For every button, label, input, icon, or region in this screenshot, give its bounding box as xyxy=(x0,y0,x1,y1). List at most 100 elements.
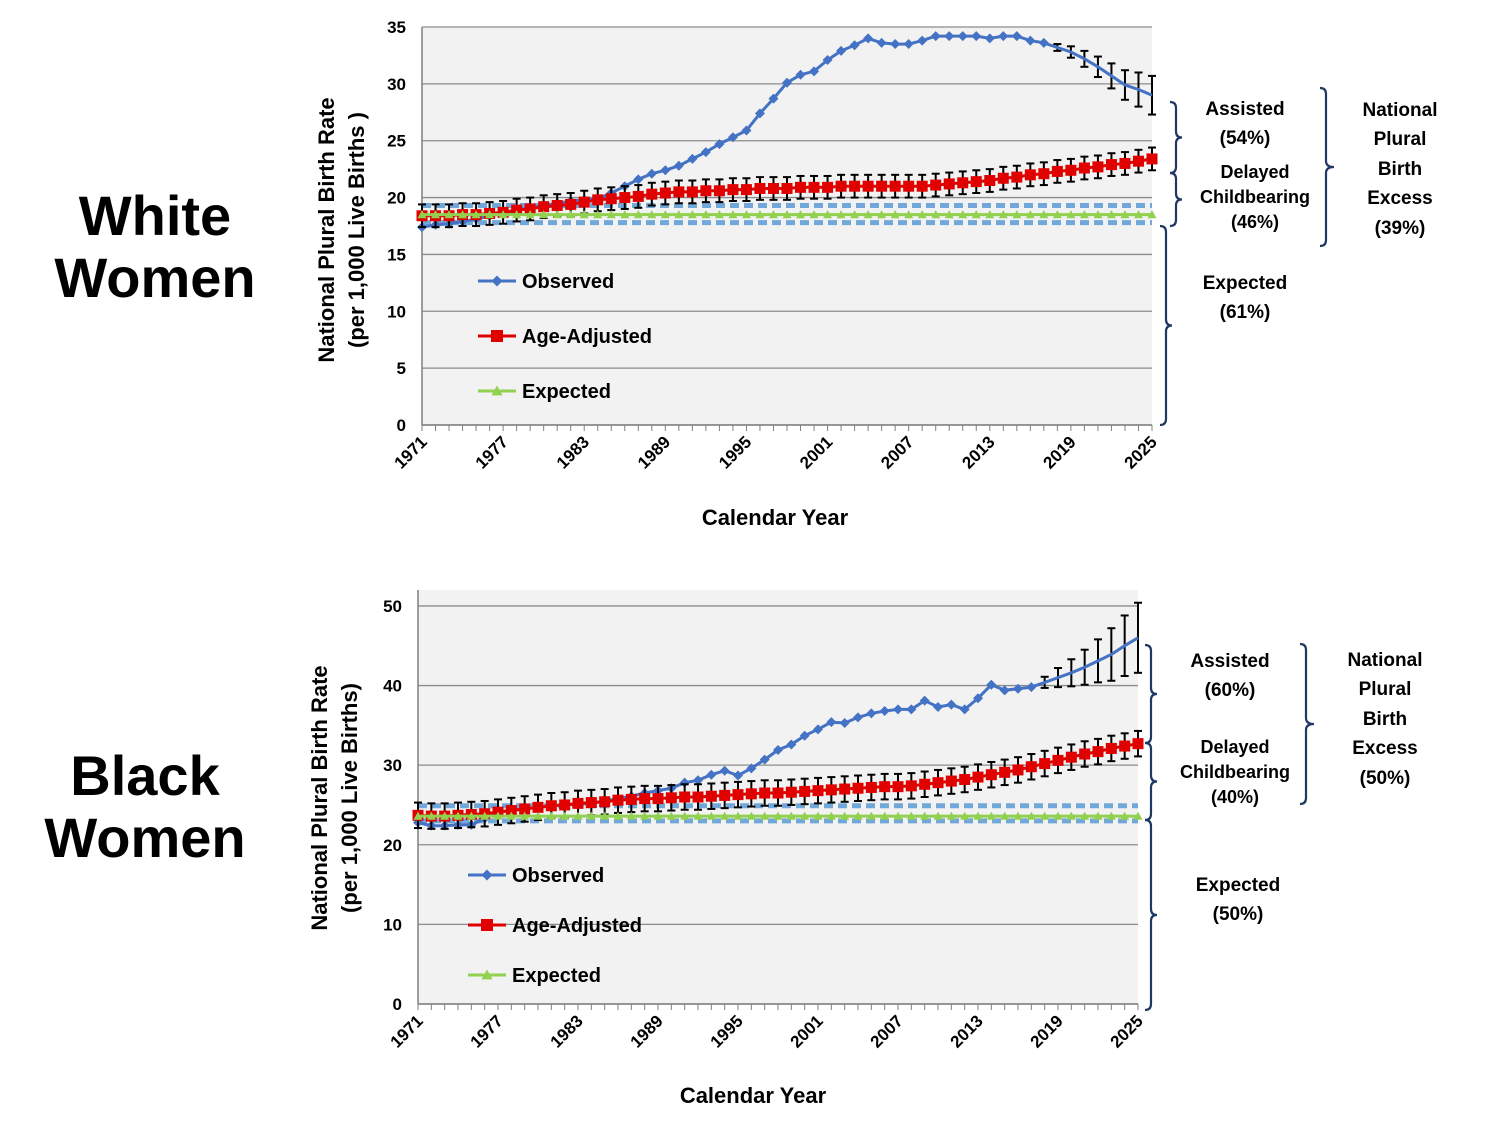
y-tick-label: 5 xyxy=(397,359,406,378)
data-point-triangle xyxy=(680,811,690,820)
data-point-square xyxy=(639,793,651,805)
data-point-triangle xyxy=(552,210,562,219)
x-tick-label: 1977 xyxy=(472,432,512,472)
data-point-triangle xyxy=(890,210,900,219)
data-point-diamond xyxy=(930,31,941,42)
annotation-line: Excess xyxy=(1352,738,1418,760)
data-point-square xyxy=(646,188,658,200)
data-point-triangle xyxy=(480,811,490,820)
x-tick-label: 2019 xyxy=(1040,432,1080,472)
data-point-triangle xyxy=(813,811,823,820)
data-point-triangle xyxy=(1053,811,1063,820)
panel-white-women: White Women National Plural Birth Rate (… xyxy=(0,0,1500,560)
data-point-diamond xyxy=(795,69,806,80)
data-point-diamond xyxy=(853,712,863,723)
data-point-diamond xyxy=(693,775,703,786)
data-point-square xyxy=(957,177,969,189)
data-point-square xyxy=(740,184,752,196)
data-point-diamond xyxy=(822,54,833,65)
data-point-triangle xyxy=(714,210,724,219)
bracket-delayed xyxy=(1144,741,1158,822)
legend-label: Observed xyxy=(522,271,614,293)
y-tick-label: 10 xyxy=(383,915,402,934)
x-tick-label: 2013 xyxy=(947,1011,987,1051)
data-point-diamond xyxy=(782,77,792,88)
data-point-square xyxy=(572,797,584,809)
data-point-square xyxy=(943,178,955,190)
data-point-square xyxy=(727,184,739,196)
data-point-triangle xyxy=(647,210,657,219)
data-point-triangle xyxy=(823,210,833,219)
data-point-square xyxy=(772,787,784,799)
data-point-square xyxy=(985,769,997,781)
data-point-diamond xyxy=(633,174,644,185)
x-tick-label: 1989 xyxy=(627,1011,667,1051)
data-point-square xyxy=(686,186,698,198)
data-point-triangle xyxy=(1040,811,1050,820)
annotation-line: Plural xyxy=(1358,679,1412,701)
data-point-triangle xyxy=(985,210,995,219)
bracket-excess xyxy=(1299,642,1315,806)
data-point-diamond xyxy=(799,730,810,741)
data-point-triangle xyxy=(960,811,970,820)
annotation-excess: National Plural Birth Excess (50%) xyxy=(1330,646,1440,793)
data-point-square xyxy=(719,789,731,801)
data-point-diamond xyxy=(733,770,743,781)
data-point-diamond xyxy=(660,165,671,176)
bracket-excess xyxy=(1319,86,1335,248)
data-point-diamond xyxy=(826,717,837,728)
data-point-triangle xyxy=(533,811,543,820)
data-point-diamond xyxy=(481,869,493,881)
data-point-square xyxy=(1105,742,1117,754)
annotation-line: (61%) xyxy=(1219,301,1271,323)
data-point-square xyxy=(538,201,550,213)
data-point-diamond xyxy=(984,33,995,44)
data-point-square xyxy=(551,200,563,212)
data-point-square xyxy=(732,789,744,801)
data-point-diamond xyxy=(944,31,955,42)
data-point-square xyxy=(972,771,984,783)
data-point-square xyxy=(679,791,691,803)
bracket-expected xyxy=(1144,818,1158,1012)
y-tick-label: 20 xyxy=(387,189,406,208)
data-point-square xyxy=(505,805,517,817)
data-point-square xyxy=(781,182,793,194)
data-point-square xyxy=(999,766,1011,778)
data-point-triangle xyxy=(431,210,441,219)
data-point-diamond xyxy=(491,275,503,287)
data-point-triangle xyxy=(566,210,576,219)
data-point-triangle xyxy=(904,210,914,219)
data-point-triangle xyxy=(1093,210,1103,219)
legend-item: Observed xyxy=(478,271,614,293)
data-point-square xyxy=(876,180,888,192)
data-point-triangle xyxy=(1000,811,1010,820)
group-label-white: White Women xyxy=(30,185,280,308)
data-point-triangle xyxy=(973,811,983,820)
y-tick-label: 30 xyxy=(383,756,402,775)
y-tick-label: 20 xyxy=(383,836,402,855)
data-point-triangle xyxy=(493,811,503,820)
y-tick-label: 30 xyxy=(387,75,406,94)
data-point-square xyxy=(524,203,536,215)
x-tick-label: 1983 xyxy=(553,432,593,472)
data-point-square xyxy=(795,181,807,193)
data-point-square xyxy=(652,793,664,805)
data-point-triangle xyxy=(417,210,427,219)
data-point-triangle xyxy=(426,811,436,820)
data-point-triangle xyxy=(877,210,887,219)
annotation-assisted: Assisted (60%) xyxy=(1170,648,1290,705)
x-axis-title: Calendar Year xyxy=(679,1083,827,1108)
y-tick-label: 25 xyxy=(387,132,406,151)
data-point-diamond xyxy=(773,745,783,756)
data-point-triangle xyxy=(920,811,930,820)
data-point-square xyxy=(903,180,915,192)
data-point-triangle xyxy=(768,210,778,219)
x-tick-label: 2019 xyxy=(1027,1011,1067,1051)
series-line xyxy=(1030,636,1139,689)
y-tick-label: 0 xyxy=(397,416,406,435)
data-point-triangle xyxy=(444,210,454,219)
data-point-diamond xyxy=(839,717,850,728)
series-line xyxy=(1043,41,1153,97)
bracket-assisted xyxy=(1169,100,1183,175)
data-point-triangle xyxy=(440,811,450,820)
